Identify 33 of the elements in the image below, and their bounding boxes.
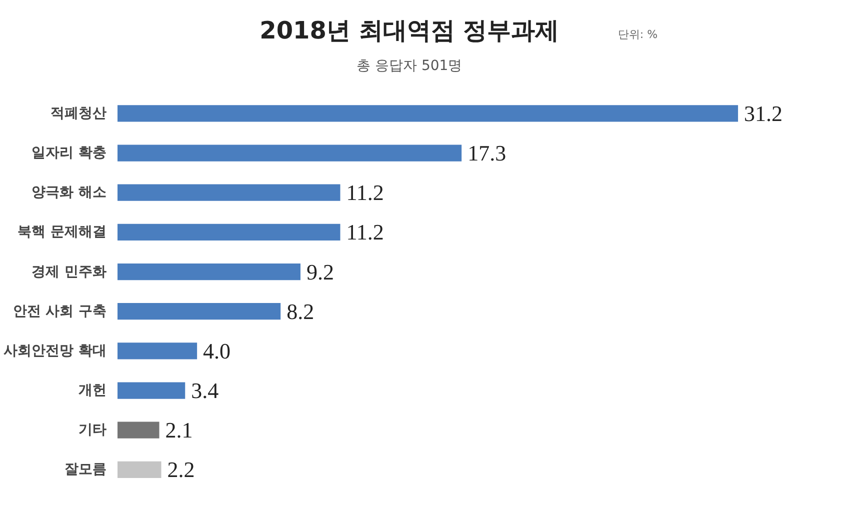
bar xyxy=(118,263,300,280)
bar xyxy=(118,184,340,201)
bar xyxy=(118,461,162,478)
y-tick-label: 북핵 문제해결 xyxy=(18,224,106,240)
y-tick-label: 일자리 확충 xyxy=(32,145,106,162)
bar xyxy=(118,224,340,240)
y-tick-label: 기타 xyxy=(78,422,106,438)
y-tick-label: 개헌 xyxy=(78,382,106,399)
data-label: 11.2 xyxy=(346,220,384,245)
y-tick-label: 잘모름 xyxy=(64,462,106,478)
data-label: 8.2 xyxy=(286,298,314,324)
y-tick-label: 경제 민주화 xyxy=(32,264,106,280)
y-tick-label: 양극화 해소 xyxy=(32,184,106,201)
data-label: 31.2 xyxy=(744,100,783,126)
bar xyxy=(118,144,462,162)
data-label: 2.1 xyxy=(165,418,193,443)
bar xyxy=(118,382,186,399)
bar xyxy=(118,342,198,360)
data-label: 3.4 xyxy=(191,378,219,404)
bar xyxy=(118,303,281,320)
data-label: 4.0 xyxy=(203,338,231,364)
data-label: 2.2 xyxy=(167,457,195,482)
y-tick-label: 사회안전망 확대 xyxy=(4,342,106,359)
bar xyxy=(118,105,738,122)
y-tick-label: 안전 사회 구축 xyxy=(12,303,106,320)
y-tick-label: 적폐청산 xyxy=(50,105,106,122)
data-label: 11.2 xyxy=(346,180,384,206)
text: 단위: % xyxy=(618,28,658,41)
chart-title: 2018년 최대역점 정부과제 xyxy=(260,16,560,44)
bar xyxy=(118,422,160,438)
data-label: 17.3 xyxy=(468,140,506,166)
chart-subtitle: 총 응답자 501명 xyxy=(356,58,462,74)
data-label: 9.2 xyxy=(306,259,334,284)
